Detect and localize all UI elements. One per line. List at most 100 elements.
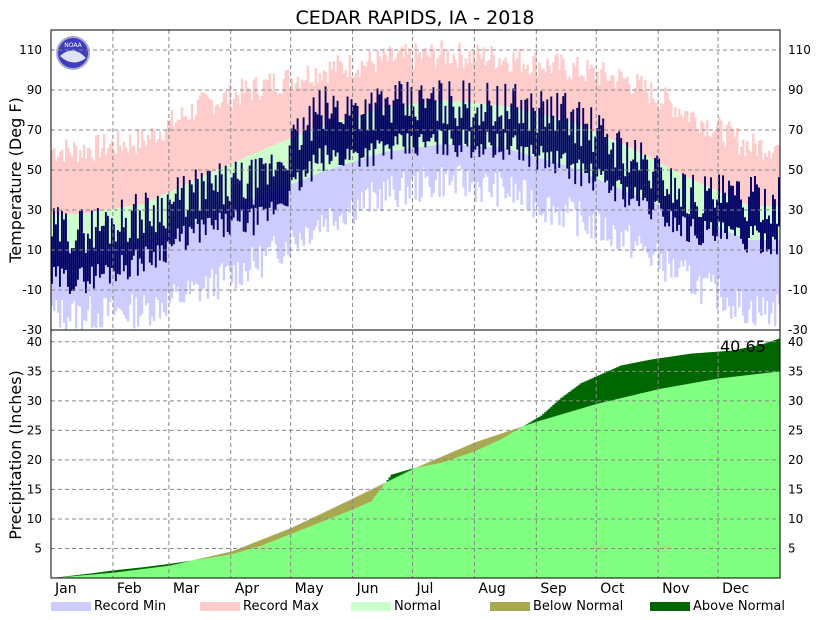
above-normal-bar (410, 468, 413, 470)
normal-precip-bar (74, 575, 78, 578)
record-max-bar (704, 136, 707, 186)
record-max-bar (352, 76, 355, 117)
observed-temp-bar (170, 204, 173, 247)
record-max-bar (236, 95, 240, 161)
normal-range-bar (478, 103, 481, 147)
below-normal-bar (284, 530, 288, 537)
record-max-bar (288, 88, 292, 139)
normal-precip-bar (228, 554, 232, 578)
record-min-bar (306, 177, 310, 229)
normal-precip-bar (616, 399, 619, 578)
below-normal-bar (428, 461, 431, 466)
normal-range-bar (676, 171, 679, 212)
record-min-bar (166, 232, 170, 292)
below-normal-bar (232, 550, 236, 554)
below-normal-bar (468, 444, 471, 454)
above-normal-bar (560, 397, 563, 415)
normal-range-bar (776, 206, 779, 240)
observed-temp-bar (546, 99, 549, 153)
normal-precip-bar (554, 416, 557, 578)
normal-range-bar (672, 169, 675, 210)
normal-range-bar (108, 209, 112, 247)
observed-temp-bar (444, 105, 447, 145)
normal-range-bar (624, 145, 627, 192)
record-min-bar (664, 206, 667, 282)
record-max-bar (334, 72, 338, 122)
record-max-bar (734, 136, 737, 200)
observed-temp-bar (764, 188, 766, 234)
record-min-bar (576, 170, 579, 237)
observed-temp-bar (694, 202, 697, 236)
observed-temp-bar (462, 80, 465, 130)
normal-precip-bar (368, 502, 371, 578)
record-min-bar (604, 182, 607, 218)
precip-tick-label-right: 15 (788, 482, 803, 496)
below-normal-bar (312, 517, 316, 526)
normal-precip-bar (738, 376, 741, 578)
normal-precip-bar (534, 422, 537, 578)
below-normal-bar (226, 552, 230, 556)
observed-temp-bar (618, 131, 621, 180)
record-max-bar (684, 111, 687, 176)
record-min-bar (580, 172, 583, 216)
above-normal-bar (626, 364, 629, 397)
observed-temp-bar (120, 199, 123, 256)
below-normal-bar (458, 449, 461, 457)
record-min-bar (522, 153, 525, 180)
observed-temp-bar (706, 190, 708, 231)
observed-temp-bar (376, 88, 379, 141)
normal-precip-bar (720, 378, 723, 578)
record-max-bar (348, 54, 351, 118)
record-min-bar (560, 164, 563, 212)
record-max-bar (214, 105, 218, 171)
observed-temp-bar (332, 95, 335, 150)
normal-precip-bar (66, 576, 70, 578)
normal-precip-bar (558, 415, 561, 578)
normal-precip-bar (544, 419, 547, 578)
record-max-bar (186, 119, 190, 184)
record-max-bar (306, 65, 310, 132)
observed-temp-bar (524, 99, 527, 148)
record-max-bar (714, 129, 717, 191)
above-normal-bar (692, 353, 695, 384)
observed-temp-bar (232, 172, 235, 218)
normal-precip-bar (510, 433, 513, 578)
record-min-bar (488, 146, 491, 192)
observed-temp-bar (702, 213, 705, 244)
observed-temp-bar (674, 177, 677, 218)
above-normal-bar (610, 369, 613, 401)
record-min-bar (452, 144, 455, 176)
record-min-bar (552, 161, 555, 206)
record-min-bar (394, 150, 397, 201)
record-min-bar (722, 229, 725, 312)
normal-precip-bar (704, 380, 707, 578)
record-max-bar (100, 148, 104, 211)
below-normal-bar (462, 447, 465, 456)
record-min-bar (478, 146, 481, 188)
below-normal-bar (316, 515, 320, 524)
below-normal-bar (306, 520, 310, 528)
observed-temp-bar (302, 117, 305, 170)
record-min-bar (58, 250, 62, 328)
observed-temp-bar (244, 198, 247, 233)
observed-temp-bar (66, 241, 69, 287)
above-normal-bar (614, 368, 617, 400)
above-normal-bar (694, 353, 697, 383)
observed-temp-bar (206, 171, 209, 219)
above-normal-bar (618, 366, 621, 399)
observed-temp-bar (690, 187, 693, 227)
record-max-bar (222, 93, 226, 168)
normal-precip-bar (560, 414, 563, 578)
record-min-bar (502, 147, 505, 188)
record-min-bar (248, 200, 252, 270)
observed-temp-bar (180, 187, 183, 234)
record-min-bar (628, 192, 631, 225)
observed-temp-bar (330, 113, 333, 161)
record-max-bar (258, 99, 262, 151)
observed-temp-bar (580, 146, 583, 187)
record-max-bar (370, 61, 373, 112)
record-min-bar (222, 210, 226, 281)
record-max-bar (672, 117, 675, 170)
above-normal-bar (702, 352, 705, 382)
normal-precip-bar (568, 412, 571, 578)
